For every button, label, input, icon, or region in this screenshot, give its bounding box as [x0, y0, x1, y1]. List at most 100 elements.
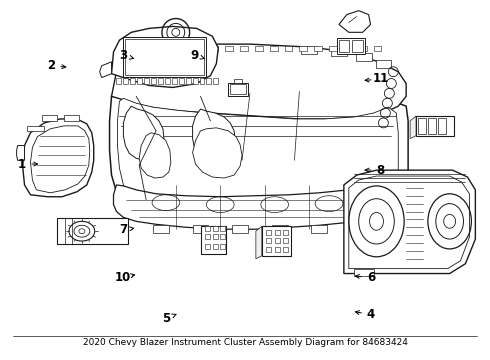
Polygon shape [23, 119, 94, 197]
Polygon shape [30, 126, 90, 193]
Bar [213, 244, 219, 249]
Bar [225, 46, 233, 51]
Bar [57, 219, 128, 244]
Bar [220, 226, 225, 231]
Bar [354, 269, 373, 276]
Text: 9: 9 [190, 49, 198, 62]
Bar [262, 226, 292, 256]
Bar [230, 85, 246, 94]
Bar [200, 226, 226, 254]
Bar [329, 46, 337, 51]
Polygon shape [256, 226, 262, 259]
Polygon shape [114, 178, 401, 229]
Text: 10: 10 [115, 271, 131, 284]
Bar [266, 230, 270, 235]
Bar [205, 226, 210, 231]
Bar [193, 78, 197, 84]
Polygon shape [110, 96, 408, 217]
Bar [26, 126, 44, 131]
Text: 4: 4 [367, 308, 375, 321]
Bar [314, 46, 322, 51]
Bar [331, 48, 347, 56]
Bar [271, 225, 288, 233]
Bar [158, 78, 163, 84]
Polygon shape [410, 116, 416, 139]
Bar [136, 46, 144, 51]
Polygon shape [123, 106, 164, 160]
Bar [193, 225, 208, 233]
Polygon shape [112, 26, 219, 87]
Bar [356, 53, 371, 61]
Polygon shape [344, 170, 475, 274]
Bar [123, 37, 206, 77]
Bar [283, 247, 288, 252]
Bar [125, 39, 204, 75]
Text: 3: 3 [119, 49, 127, 62]
Bar [240, 46, 248, 51]
Bar [151, 46, 159, 51]
Polygon shape [112, 44, 406, 119]
Bar [220, 244, 225, 249]
Polygon shape [116, 46, 404, 115]
Bar [285, 46, 293, 51]
Bar [220, 234, 225, 239]
Bar [283, 230, 288, 235]
Bar [196, 46, 203, 51]
Bar [270, 46, 278, 51]
Bar [210, 46, 219, 51]
Bar [352, 40, 363, 52]
Polygon shape [99, 62, 112, 78]
Bar [213, 78, 219, 84]
Polygon shape [349, 176, 469, 269]
Bar [266, 238, 270, 243]
Bar [213, 234, 219, 239]
Bar [205, 234, 210, 239]
Bar [199, 78, 204, 84]
Bar [228, 82, 248, 96]
Text: 6: 6 [367, 271, 375, 284]
Polygon shape [193, 128, 242, 178]
Bar [123, 78, 128, 84]
Text: 11: 11 [372, 72, 389, 85]
Bar [311, 225, 327, 233]
Polygon shape [17, 145, 24, 160]
Bar [170, 49, 182, 55]
Bar [438, 118, 446, 134]
Bar [172, 78, 177, 84]
Text: 2020 Chevy Blazer Instrument Cluster Assembly Diagram for 84683424: 2020 Chevy Blazer Instrument Cluster Ass… [82, 338, 408, 347]
Polygon shape [339, 11, 370, 32]
Bar [64, 115, 79, 121]
Bar [255, 46, 263, 51]
Bar [428, 118, 436, 134]
Bar [130, 78, 135, 84]
Bar [166, 46, 174, 51]
Bar [151, 78, 156, 84]
Bar [153, 225, 169, 233]
Bar [117, 78, 122, 84]
Polygon shape [118, 98, 398, 211]
Bar [339, 40, 349, 52]
Bar [337, 38, 365, 54]
Bar [266, 247, 270, 252]
Polygon shape [139, 133, 171, 178]
Bar [275, 238, 280, 243]
Bar [42, 115, 57, 121]
Bar [375, 60, 392, 68]
Bar [344, 46, 352, 51]
Bar [144, 78, 149, 84]
Bar [275, 230, 280, 235]
Bar [416, 116, 454, 136]
Text: 2: 2 [47, 59, 55, 72]
Bar [283, 238, 288, 243]
Bar [205, 244, 210, 249]
Polygon shape [193, 109, 235, 162]
Bar [213, 226, 219, 231]
Bar [275, 247, 280, 252]
Bar [206, 78, 211, 84]
Bar [179, 78, 184, 84]
Bar [418, 118, 426, 134]
Text: 1: 1 [18, 158, 26, 171]
Bar [359, 46, 367, 51]
Bar [165, 78, 170, 84]
Bar [137, 78, 142, 84]
